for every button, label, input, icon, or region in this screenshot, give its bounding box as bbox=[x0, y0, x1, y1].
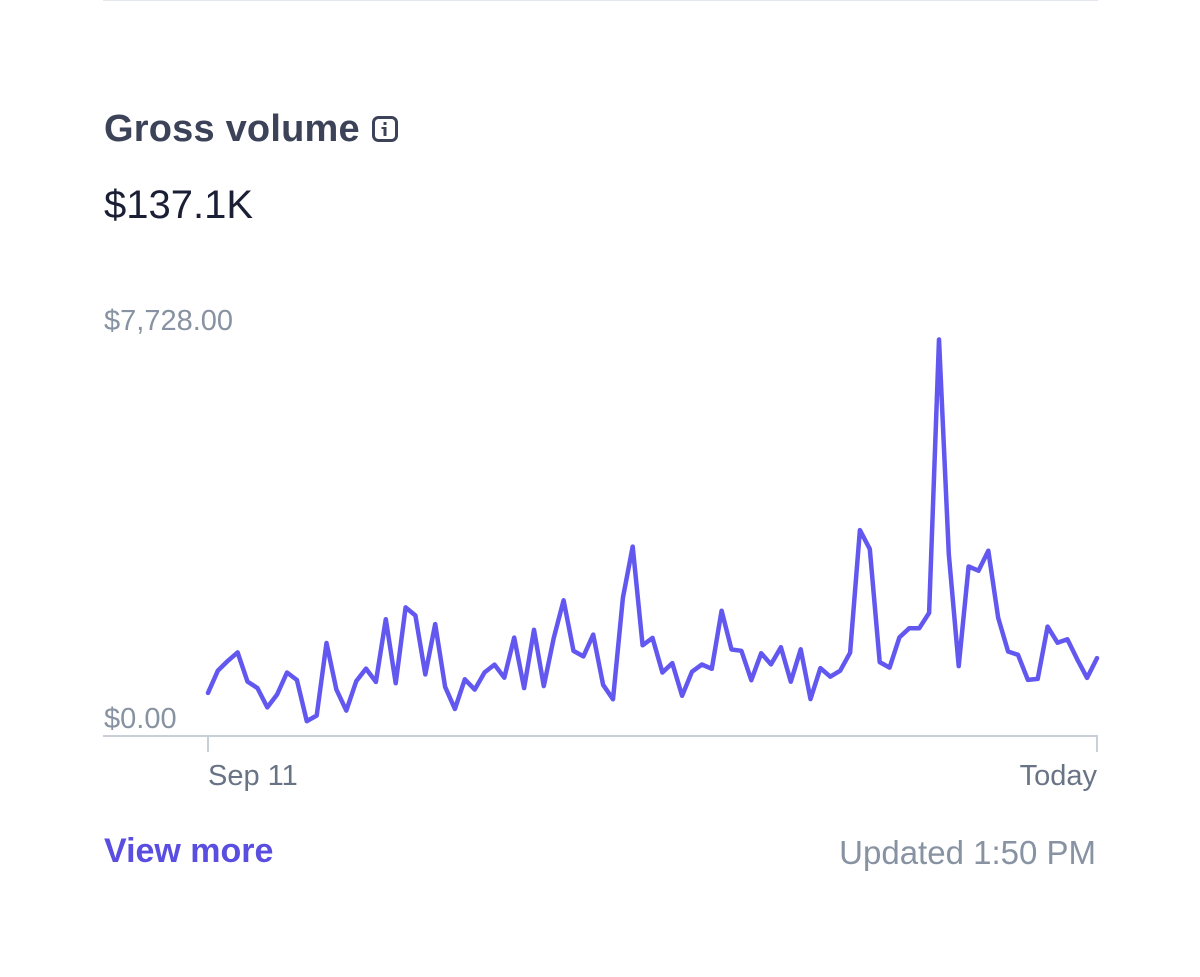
x-tick-label-start: Sep 11 bbox=[208, 760, 298, 792]
total-amount: $137.1K bbox=[104, 183, 254, 227]
updated-timestamp: Updated 1:50 PM bbox=[839, 834, 1096, 871]
y-tick-label-max: $7,728.00 bbox=[104, 305, 233, 337]
series-line bbox=[205, 337, 1100, 724]
card-title: Gross volume bbox=[104, 107, 360, 150]
view-more-link[interactable]: View more bbox=[104, 832, 274, 870]
info-icon[interactable] bbox=[371, 116, 398, 142]
y-tick-label-min: $0.00 bbox=[104, 703, 177, 735]
title-row: Gross volume bbox=[104, 104, 398, 154]
x-tick-label-end: Today bbox=[1020, 760, 1098, 792]
top-divider bbox=[103, 0, 1098, 1]
